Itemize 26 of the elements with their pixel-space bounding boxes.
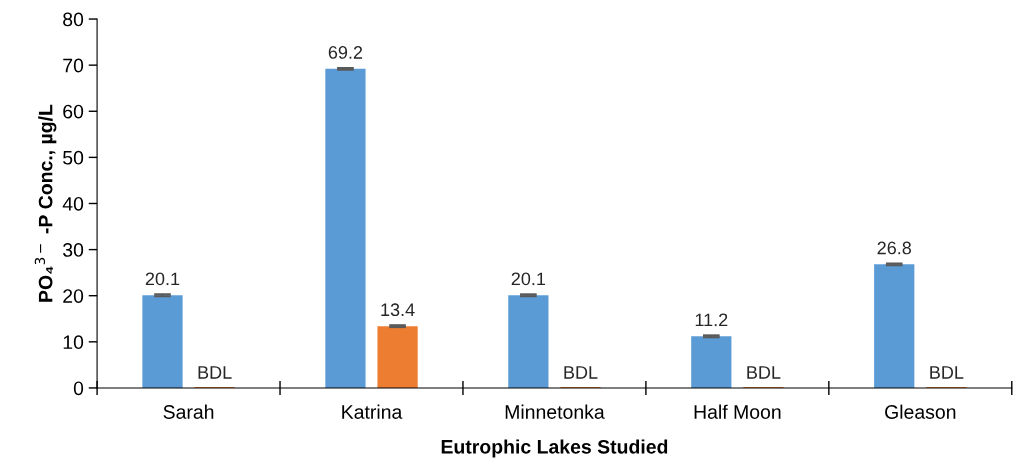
x-tick-label: Sarah <box>163 404 214 419</box>
y-tick-label: 30 <box>63 243 84 257</box>
data-label: BDL <box>747 366 781 379</box>
y-tick-label: 10 <box>63 335 84 350</box>
x-tick-label: Half Moon <box>694 404 781 419</box>
data-label: 69.2 <box>328 46 363 59</box>
x-tick-label: Minnetonka <box>505 404 605 419</box>
data-label: BDL <box>198 366 232 379</box>
data-label: 13.4 <box>381 303 415 317</box>
data-label: 11.2 <box>695 313 728 327</box>
data-label: 20.1 <box>145 272 180 286</box>
data-label: 20.1 <box>511 272 546 286</box>
y-tick-label: 80 <box>63 12 84 27</box>
data-label: 26.8 <box>877 241 912 255</box>
y-tick-label: 50 <box>63 150 84 165</box>
data-label: BDL <box>564 366 598 379</box>
y-tick-label: 40 <box>62 196 84 211</box>
y-tick-label: 20 <box>63 289 84 303</box>
x-tick-label: Gleason <box>885 404 956 419</box>
data-label: BDL <box>930 366 964 379</box>
y-tick-label: 60 <box>63 104 84 119</box>
y-axis-title: PO₄$^{3−}$ -P Conc., µg/L <box>34 104 57 302</box>
x-axis-title: Eutrophic Lakes Studied <box>441 439 668 458</box>
y-tick-label: 0 <box>73 381 84 396</box>
y-tick-label: 70 <box>63 58 84 73</box>
x-tick-label: Katrina <box>342 404 403 419</box>
